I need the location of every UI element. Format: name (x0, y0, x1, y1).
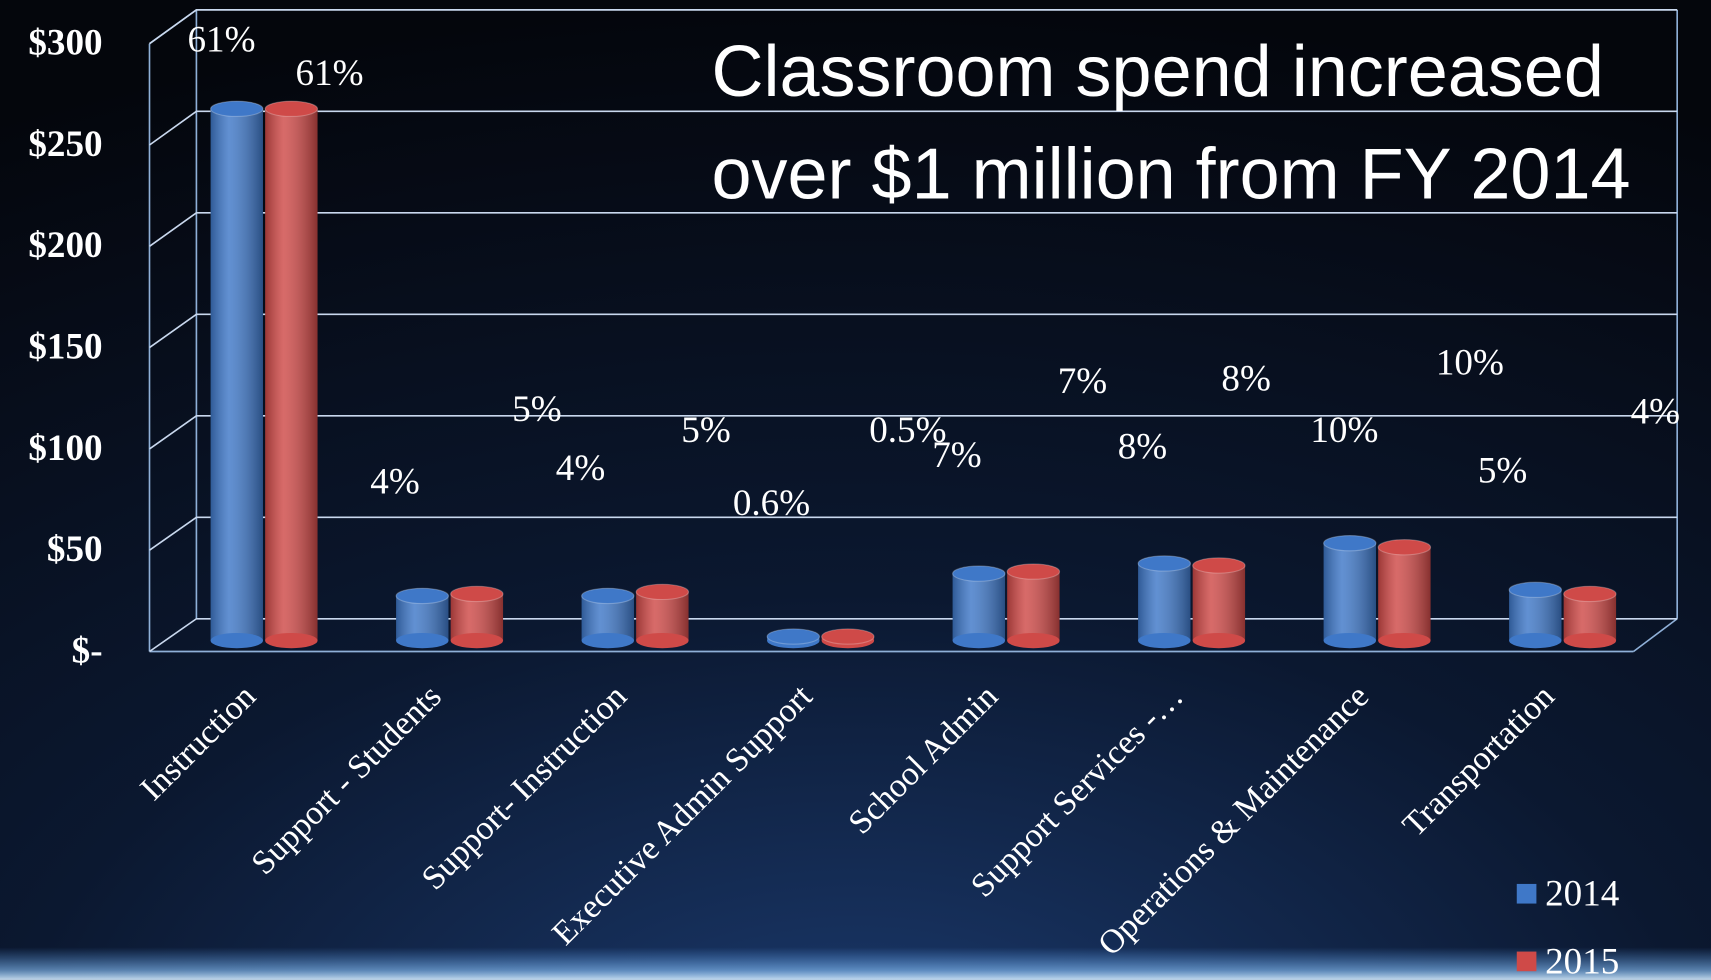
data-label: 5% (1478, 450, 1527, 491)
grid-line (149, 516, 1678, 551)
bar-top (450, 585, 504, 603)
data-label: 7% (932, 435, 981, 476)
data-label: 7% (1058, 361, 1107, 402)
grid-line (149, 9, 1678, 45)
bar-base (396, 632, 449, 649)
bar-shade (1323, 543, 1377, 641)
bar-base (581, 632, 634, 649)
bar-top (1563, 585, 1617, 603)
bar-shade (1138, 563, 1191, 641)
grid-line (149, 212, 1678, 247)
bar-shade (1378, 547, 1431, 641)
bar-shade (265, 108, 318, 641)
grid-line (149, 414, 1678, 450)
bar-base (1323, 632, 1377, 649)
bar-base (636, 632, 689, 649)
legend-label: 2015 (1545, 941, 1619, 980)
data-label: 61% (296, 53, 364, 94)
grid-line (149, 110, 1678, 146)
bar-base (1138, 632, 1191, 649)
data-label: 8% (1118, 426, 1167, 467)
data-label: 10% (1436, 342, 1504, 383)
bar-shade (1007, 571, 1060, 641)
bar-top (635, 583, 690, 601)
bar-top (1006, 563, 1061, 580)
grid-line (149, 313, 1678, 349)
bar-shade (952, 573, 1005, 641)
bar-top (1137, 555, 1192, 572)
data-label: 10% (1310, 410, 1378, 451)
y-tick-label: $100 (28, 428, 102, 469)
bar-top (1192, 557, 1246, 574)
data-label: 5% (681, 410, 730, 451)
bar-shade (1192, 565, 1246, 641)
bar-shade (1509, 589, 1562, 641)
legend-label: 2014 (1545, 874, 1619, 915)
bar-base (265, 632, 318, 649)
bar-base (1378, 632, 1431, 649)
bar-base (1509, 632, 1562, 649)
y-tick-label: $- (72, 630, 103, 671)
bar-base (450, 632, 504, 649)
bar-shade (1563, 593, 1617, 641)
bottom-glow (0, 947, 1711, 980)
data-label: 5% (512, 389, 561, 430)
bar-base (210, 632, 263, 649)
bar-top (821, 628, 875, 645)
bar-base (1007, 632, 1060, 649)
data-label: 0.5% (869, 410, 946, 451)
y-tick-label: $200 (28, 225, 102, 266)
data-label: 61% (188, 19, 256, 60)
y-tick-label: $250 (28, 124, 102, 165)
bar-shade (210, 108, 263, 641)
data-label: 4% (556, 448, 605, 489)
bar-shade (636, 591, 689, 641)
y-tick-label: $50 (47, 529, 103, 570)
bar-top (1323, 534, 1377, 552)
bar-top (766, 628, 821, 645)
bar-shade (450, 593, 504, 641)
bar-top (952, 565, 1006, 582)
bar-base (952, 632, 1005, 649)
y-tick-label: $300 (28, 23, 102, 64)
data-label: 4% (1631, 391, 1680, 432)
legend-swatch (1516, 951, 1537, 972)
title-line: Classroom spend increased (711, 32, 1603, 112)
data-label: 4% (370, 461, 419, 502)
bar-top (395, 587, 450, 605)
bar-base (1192, 632, 1246, 649)
bar-top (1508, 581, 1563, 599)
title-line: over $1 million from FY 2014 (711, 135, 1630, 215)
bar-base (1563, 632, 1617, 649)
bar-top (1377, 539, 1432, 556)
data-label: 8% (1221, 359, 1270, 400)
bar-top (581, 587, 635, 605)
bar-top (210, 100, 264, 118)
floor-edge (1633, 618, 1678, 653)
bar-top (264, 100, 319, 118)
data-label: 0.6% (733, 483, 810, 524)
legend-swatch (1516, 883, 1537, 904)
y-tick-label: $150 (28, 327, 102, 368)
